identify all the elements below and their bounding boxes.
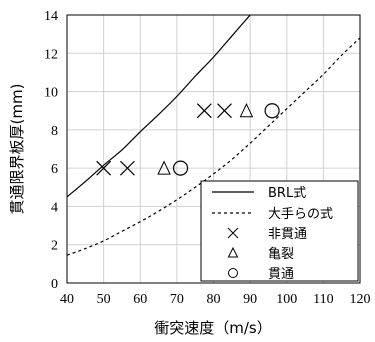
gridlines xyxy=(67,15,360,283)
x-tick-label: 90 xyxy=(243,292,257,307)
y-tick-label: 4 xyxy=(51,200,58,215)
marker-circle xyxy=(264,103,280,119)
series-line-1 xyxy=(67,37,360,256)
marker-x xyxy=(217,103,232,119)
marker-triangle xyxy=(157,160,171,175)
y-tick-label: 6 xyxy=(51,162,58,177)
y-tick-label: 8 xyxy=(51,124,58,139)
legend-label-ote: 大手らの式 xyxy=(268,207,333,222)
x-tick-label: 120 xyxy=(350,292,371,307)
y-tick-label: 2 xyxy=(51,239,58,254)
series-layer xyxy=(67,15,360,256)
legend-label-nonpenetration: 非貫通 xyxy=(268,227,307,242)
tick-labels: 40 50 60 70 80 90 100 110 120 0 2 4 6 8 10 12 14 xyxy=(44,9,371,307)
marker-x xyxy=(196,103,212,119)
x-axis-title: 衝突速度（m/s） xyxy=(154,319,271,337)
y-axis-title: 貫通限界板厚(mm) xyxy=(8,84,26,215)
x-tick-label: 100 xyxy=(276,292,297,307)
legend-label-penetration: 貫通 xyxy=(268,267,294,282)
legend-box xyxy=(200,180,359,282)
marker-triangle xyxy=(239,103,254,118)
x-tick-label: 70 xyxy=(170,292,184,307)
legend-label-brl: BRL式 xyxy=(268,186,306,201)
x-tick-label: 50 xyxy=(97,292,111,307)
y-tick-label: 10 xyxy=(44,86,58,101)
legend: BRL式 大手らの式 非貫通 亀裂 貫通 xyxy=(200,180,359,282)
series-line-0 xyxy=(67,15,251,198)
x-tick-label: 60 xyxy=(133,292,147,307)
y-tick-label: 12 xyxy=(44,47,58,62)
y-tick-label: 14 xyxy=(44,9,58,24)
marker-circle xyxy=(172,160,189,176)
plot-frame xyxy=(66,14,361,284)
x-tick-label: 110 xyxy=(313,292,333,307)
legend-marker-circle xyxy=(228,268,238,278)
marker-x xyxy=(96,160,112,176)
y-tick-label: 0 xyxy=(51,277,58,292)
x-tick-label: 80 xyxy=(207,292,221,307)
legend-marker-triangle xyxy=(227,246,239,258)
legend-marker-x xyxy=(227,227,239,239)
x-tick-label: 40 xyxy=(60,292,74,307)
legend-label-crack: 亀裂 xyxy=(268,247,294,262)
marker-x xyxy=(120,160,135,176)
